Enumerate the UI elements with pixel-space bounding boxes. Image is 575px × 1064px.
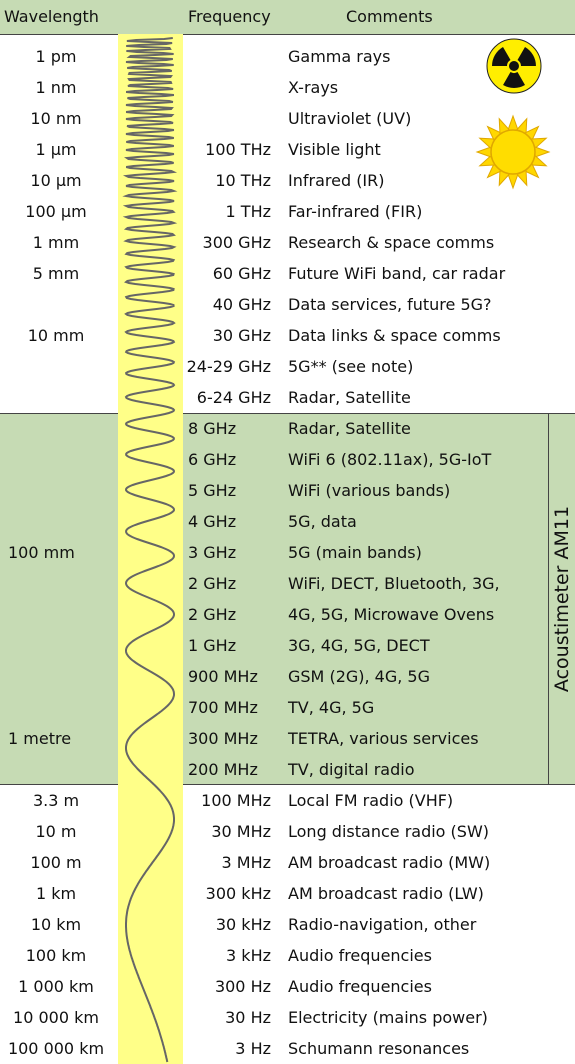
comment-cell: TETRA, various services bbox=[288, 729, 479, 748]
comment-cell: Radar, Satellite bbox=[288, 388, 411, 407]
comment-cell: TV, digital radio bbox=[288, 760, 415, 779]
wavelength-cell: 1 km bbox=[35, 884, 77, 903]
frequency-cell: 3 GHz bbox=[188, 543, 237, 562]
sun-ray bbox=[507, 114, 519, 131]
wavelength-cell: 3.3 m bbox=[32, 791, 80, 810]
sun-ray bbox=[475, 146, 492, 158]
wavelength-cell: 5 mm bbox=[32, 264, 80, 283]
comment-cell: Electricity (mains power) bbox=[288, 1008, 488, 1027]
frequency-cell: 10 THz bbox=[215, 171, 271, 190]
sun-ray bbox=[534, 146, 551, 158]
comment-cell: Audio frequencies bbox=[288, 977, 432, 996]
wavelength-cell: 100 km bbox=[25, 946, 87, 965]
sidebar-box: Acoustimeter AM11 bbox=[548, 413, 575, 785]
wavelength-cell: 100 µm bbox=[25, 202, 87, 221]
wavelength-cell: 1 µm bbox=[35, 140, 77, 159]
wavelength-cell: 10 km bbox=[30, 915, 82, 934]
frequency-cell: 6-24 GHz bbox=[196, 388, 271, 407]
comment-cell: Schumann resonances bbox=[288, 1039, 470, 1058]
comment-cell: 5G, data bbox=[288, 512, 357, 531]
frequency-cell: 60 GHz bbox=[212, 264, 271, 283]
wavelength-cell: 100 mm bbox=[8, 543, 75, 562]
comment-cell: Far-infrared (FIR) bbox=[288, 202, 423, 221]
frequency-cell: 2 GHz bbox=[188, 574, 237, 593]
wavelength-cell: 10 nm bbox=[30, 109, 82, 128]
frequency-cell: 8 GHz bbox=[188, 419, 237, 438]
frequency-cell: 1 GHz bbox=[188, 636, 237, 655]
frequency-cell: 200 MHz bbox=[188, 760, 258, 779]
comment-cell: Research & space comms bbox=[288, 233, 495, 252]
comment-cell: 3G, 4G, 5G, DECT bbox=[288, 636, 430, 655]
frequency-cell: 300 kHz bbox=[205, 884, 271, 903]
comment-cell: AM broadcast radio (MW) bbox=[288, 853, 491, 872]
frequency-cell: 30 Hz bbox=[225, 1008, 271, 1027]
comment-cell: Long distance radio (SW) bbox=[288, 822, 490, 841]
comment-cell: Gamma rays bbox=[288, 47, 391, 66]
sun-icon bbox=[475, 114, 551, 190]
microwave-band bbox=[0, 413, 575, 785]
wavelength-cell: 1 000 km bbox=[18, 977, 94, 996]
comment-cell: 4G, 5G, Microwave Ovens bbox=[288, 605, 495, 624]
frequency-cell: 900 MHz bbox=[188, 667, 258, 686]
comment-cell: AM broadcast radio (LW) bbox=[288, 884, 484, 903]
frequency-cell: 2 GHz bbox=[188, 605, 237, 624]
frequency-cell: 24-29 GHz bbox=[186, 357, 271, 376]
header-cell: Wavelength bbox=[4, 7, 99, 26]
frequency-cell: 3 MHz bbox=[221, 853, 272, 872]
frequency-cell: 30 MHz bbox=[211, 822, 271, 841]
wavelength-cell: 1 pm bbox=[35, 47, 77, 66]
frequency-cell: 300 Hz bbox=[214, 977, 271, 996]
comment-cell: Radio-navigation, other bbox=[288, 915, 477, 934]
frequency-cell: 30 GHz bbox=[212, 326, 271, 345]
frequency-cell: 1 THz bbox=[225, 202, 271, 221]
comment-cell: X-rays bbox=[288, 78, 339, 97]
frequency-cell: 4 GHz bbox=[188, 512, 237, 531]
comment-cell: Ultraviolet (UV) bbox=[288, 109, 412, 128]
wavelength-cell: 100 000 km bbox=[7, 1039, 105, 1058]
comment-cell: Local FM radio (VHF) bbox=[288, 791, 454, 810]
frequency-cell: 30 kHz bbox=[215, 915, 271, 934]
wavelength-cell: 1 metre bbox=[8, 729, 72, 748]
frequency-cell: 6 GHz bbox=[188, 450, 237, 469]
frequency-cell: 3 Hz bbox=[235, 1039, 271, 1058]
frequency-cell: 5 GHz bbox=[188, 481, 237, 500]
frequency-cell: 700 MHz bbox=[188, 698, 258, 717]
frequency-cell: 40 GHz bbox=[212, 295, 271, 314]
comment-cell: Data links & space comms bbox=[288, 326, 501, 345]
wave bbox=[122, 37, 178, 1063]
frequency-cell: 300 MHz bbox=[188, 729, 258, 748]
frequency-cell: 300 GHz bbox=[202, 233, 271, 252]
header-cell: Frequency bbox=[188, 7, 271, 26]
comment-cell: Audio frequencies bbox=[288, 946, 432, 965]
wavelength-cell: 1 mm bbox=[32, 233, 80, 252]
wavelength-cell: 1 nm bbox=[35, 78, 77, 97]
radiation-icon bbox=[486, 38, 542, 94]
comment-cell: Future WiFi band, car radar bbox=[288, 264, 506, 283]
sun-ray bbox=[507, 173, 519, 190]
wavelength-cell: 10 µm bbox=[30, 171, 82, 190]
comment-cell: WiFi, DECT, Bluetooth, 3G, bbox=[288, 574, 500, 593]
comment-cell: Visible light bbox=[288, 140, 381, 159]
comment-cell: Data services, future 5G? bbox=[288, 295, 492, 314]
comment-cell: GSM (2G), 4G, 5G bbox=[288, 667, 431, 686]
wavelength-cell: 100 m bbox=[30, 853, 82, 872]
comment-cell: Radar, Satellite bbox=[288, 419, 411, 438]
frequency-cell: 100 THz bbox=[205, 140, 271, 159]
frequency-cell: 3 kHz bbox=[226, 946, 271, 965]
wavelength-cell: 10 m bbox=[35, 822, 77, 841]
frequency-cell: 100 MHz bbox=[201, 791, 271, 810]
comment-cell: 5G (main bands) bbox=[288, 543, 422, 562]
wavelength-cell: 10 mm bbox=[27, 326, 85, 345]
wavelength-cell: 10 000 km bbox=[13, 1008, 99, 1027]
comment-cell: TV, 4G, 5G bbox=[288, 698, 375, 717]
header-row: Wavelength Frequency Comments bbox=[0, 0, 575, 35]
header-cell: Comments bbox=[346, 7, 433, 26]
comment-cell: Infrared (IR) bbox=[288, 171, 385, 190]
comment-cell: WiFi (various bands) bbox=[288, 481, 451, 500]
comment-cell: 5G** (see note) bbox=[288, 357, 414, 376]
comment-cell: WiFi 6 (802.11ax), 5G-IoT bbox=[288, 450, 492, 469]
